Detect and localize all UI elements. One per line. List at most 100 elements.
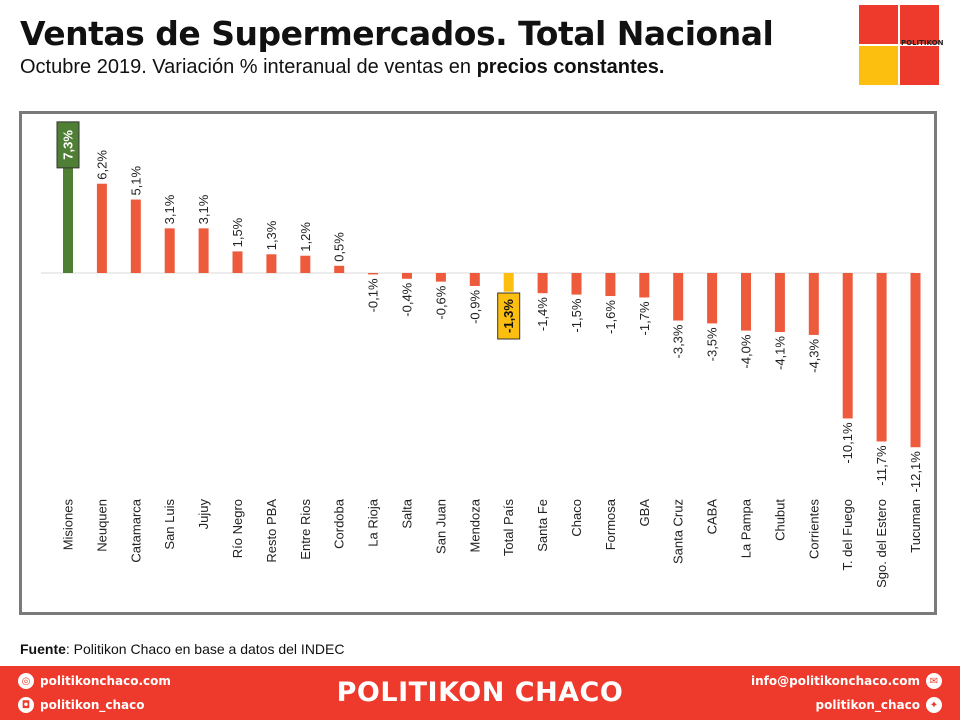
value-label: -1,7% [637, 301, 652, 335]
category-label: Total País [501, 499, 516, 557]
subtitle-bold: precios constantes. [476, 56, 665, 78]
bar [639, 273, 650, 298]
bar [741, 273, 751, 331]
value-label: -1,4% [535, 297, 550, 331]
category-label: Cordoba [332, 498, 347, 549]
value-label: -10,1% [840, 422, 855, 464]
value-label: -0,6% [433, 285, 448, 319]
bar [198, 228, 209, 273]
category-label: Mendoza [467, 498, 482, 552]
value-label: -0,4% [400, 282, 415, 316]
bar [842, 273, 853, 419]
category-label: San Juan [433, 499, 448, 554]
footer-email-link[interactable]: info@politikonchaco.com ✉ [751, 673, 942, 689]
value-label: 0,5% [332, 232, 347, 262]
bar [774, 273, 785, 333]
category-label: Entre Rios [298, 499, 313, 560]
value-label: -4,3% [806, 338, 821, 372]
bar [368, 273, 379, 275]
logo-square-bl [859, 46, 898, 85]
value-label: 6,2% [94, 150, 109, 180]
bar [673, 273, 684, 321]
footer-bar: ◎ politikonchaco.com ◘ politikon_chaco P… [0, 666, 960, 720]
email-icon: ✉ [926, 673, 942, 689]
footer-twitter-link[interactable]: politikon_chaco ✦ [816, 697, 942, 713]
bar [910, 273, 921, 448]
value-label: -1,5% [569, 298, 584, 332]
footer-website: politikonchaco.com [40, 674, 171, 688]
value-label: -3,5% [705, 327, 720, 361]
globe-icon: ◎ [18, 673, 34, 689]
bar [571, 273, 582, 295]
value-label: -4,0% [739, 334, 754, 368]
value-label: 3,1% [196, 194, 211, 224]
bar [876, 273, 887, 442]
category-label: Corrientes [806, 499, 821, 559]
bar [334, 265, 345, 273]
bar [435, 273, 446, 282]
logo-square-tr [900, 5, 939, 44]
value-label: -11,7% [874, 445, 889, 486]
bar [266, 254, 277, 273]
value-label: -1,6% [603, 300, 618, 334]
bar-chart: 7,3% Misiones 6,2% Neuquen 5,1% Catamarca 3,1%… [41, 121, 923, 588]
twitter-icon: ✦ [926, 697, 942, 713]
category-label: Jujuy [196, 499, 211, 530]
category-label: Chubut [772, 499, 787, 541]
footer-instagram-link[interactable]: ◘ politikon_chaco [18, 697, 144, 713]
source-text: : Politikon Chaco en base a datos del IN… [65, 641, 345, 657]
logo-square-tl [859, 5, 898, 44]
footer-email: info@politikonchaco.com [750, 674, 920, 688]
footer-brand: POLITIKON CHACO [336, 677, 624, 708]
value-label: -12,1% [908, 451, 923, 493]
value-label: 1,5% [230, 217, 245, 247]
label-box [56, 121, 80, 169]
category-label: San Luis [162, 499, 177, 550]
value-label: 7,3% [61, 130, 76, 160]
category-label: Resto PBA [264, 499, 279, 563]
category-label: CABA [705, 499, 720, 535]
chart-title: Ventas de Supermercados. Total Nacional [20, 14, 774, 53]
value-label: 5,1% [128, 165, 143, 195]
category-label: Salta [400, 498, 415, 528]
source-label: Fuente [20, 641, 66, 657]
value-label: -1,3% [501, 299, 516, 333]
bar [402, 273, 412, 279]
category-label: Tucuman [908, 499, 923, 553]
category-label: La Pampa [739, 498, 754, 558]
bar [707, 273, 718, 324]
bar [300, 255, 311, 273]
bar [469, 273, 480, 286]
category-label: Sgo. del Estero [874, 499, 889, 588]
bar [63, 167, 73, 273]
category-label: Río Negro [230, 499, 245, 558]
subtitle-plain: Octubre 2019. Variación % interanual de … [20, 56, 477, 78]
value-label: -0,1% [366, 278, 381, 312]
category-label: Chaco [569, 499, 584, 537]
category-label: GBA [637, 499, 652, 527]
chart-frame [19, 111, 937, 615]
footer-twitter: politikon_chaco [815, 698, 920, 712]
footer-website-link[interactable]: ◎ politikonchaco.com [18, 673, 171, 689]
value-label: 3,1% [162, 194, 177, 224]
value-label: -0,9% [467, 290, 482, 324]
bar [808, 273, 819, 335]
value-label: -3,3% [671, 324, 686, 358]
bar [605, 273, 616, 297]
footer-instagram: politikon_chaco [40, 698, 145, 712]
politikon-logo: POLITIKON [859, 5, 943, 85]
category-label: Neuquen [94, 499, 109, 552]
source-note: Fuente: Politikon Chaco en base a datos … [20, 641, 345, 657]
instagram-icon: ◘ [18, 697, 34, 713]
category-label: Misiones [61, 499, 76, 551]
category-label: Formosa [603, 498, 618, 550]
bar [130, 199, 141, 273]
bar [164, 228, 175, 273]
category-label: Catamarca [128, 498, 143, 562]
chart-subtitle: Octubre 2019. Variación % interanual de … [20, 56, 664, 79]
category-label: La Rioja [366, 498, 381, 546]
value-label: 1,2% [298, 222, 313, 252]
bar [232, 251, 243, 273]
bar [96, 183, 107, 273]
label-box [497, 292, 521, 340]
